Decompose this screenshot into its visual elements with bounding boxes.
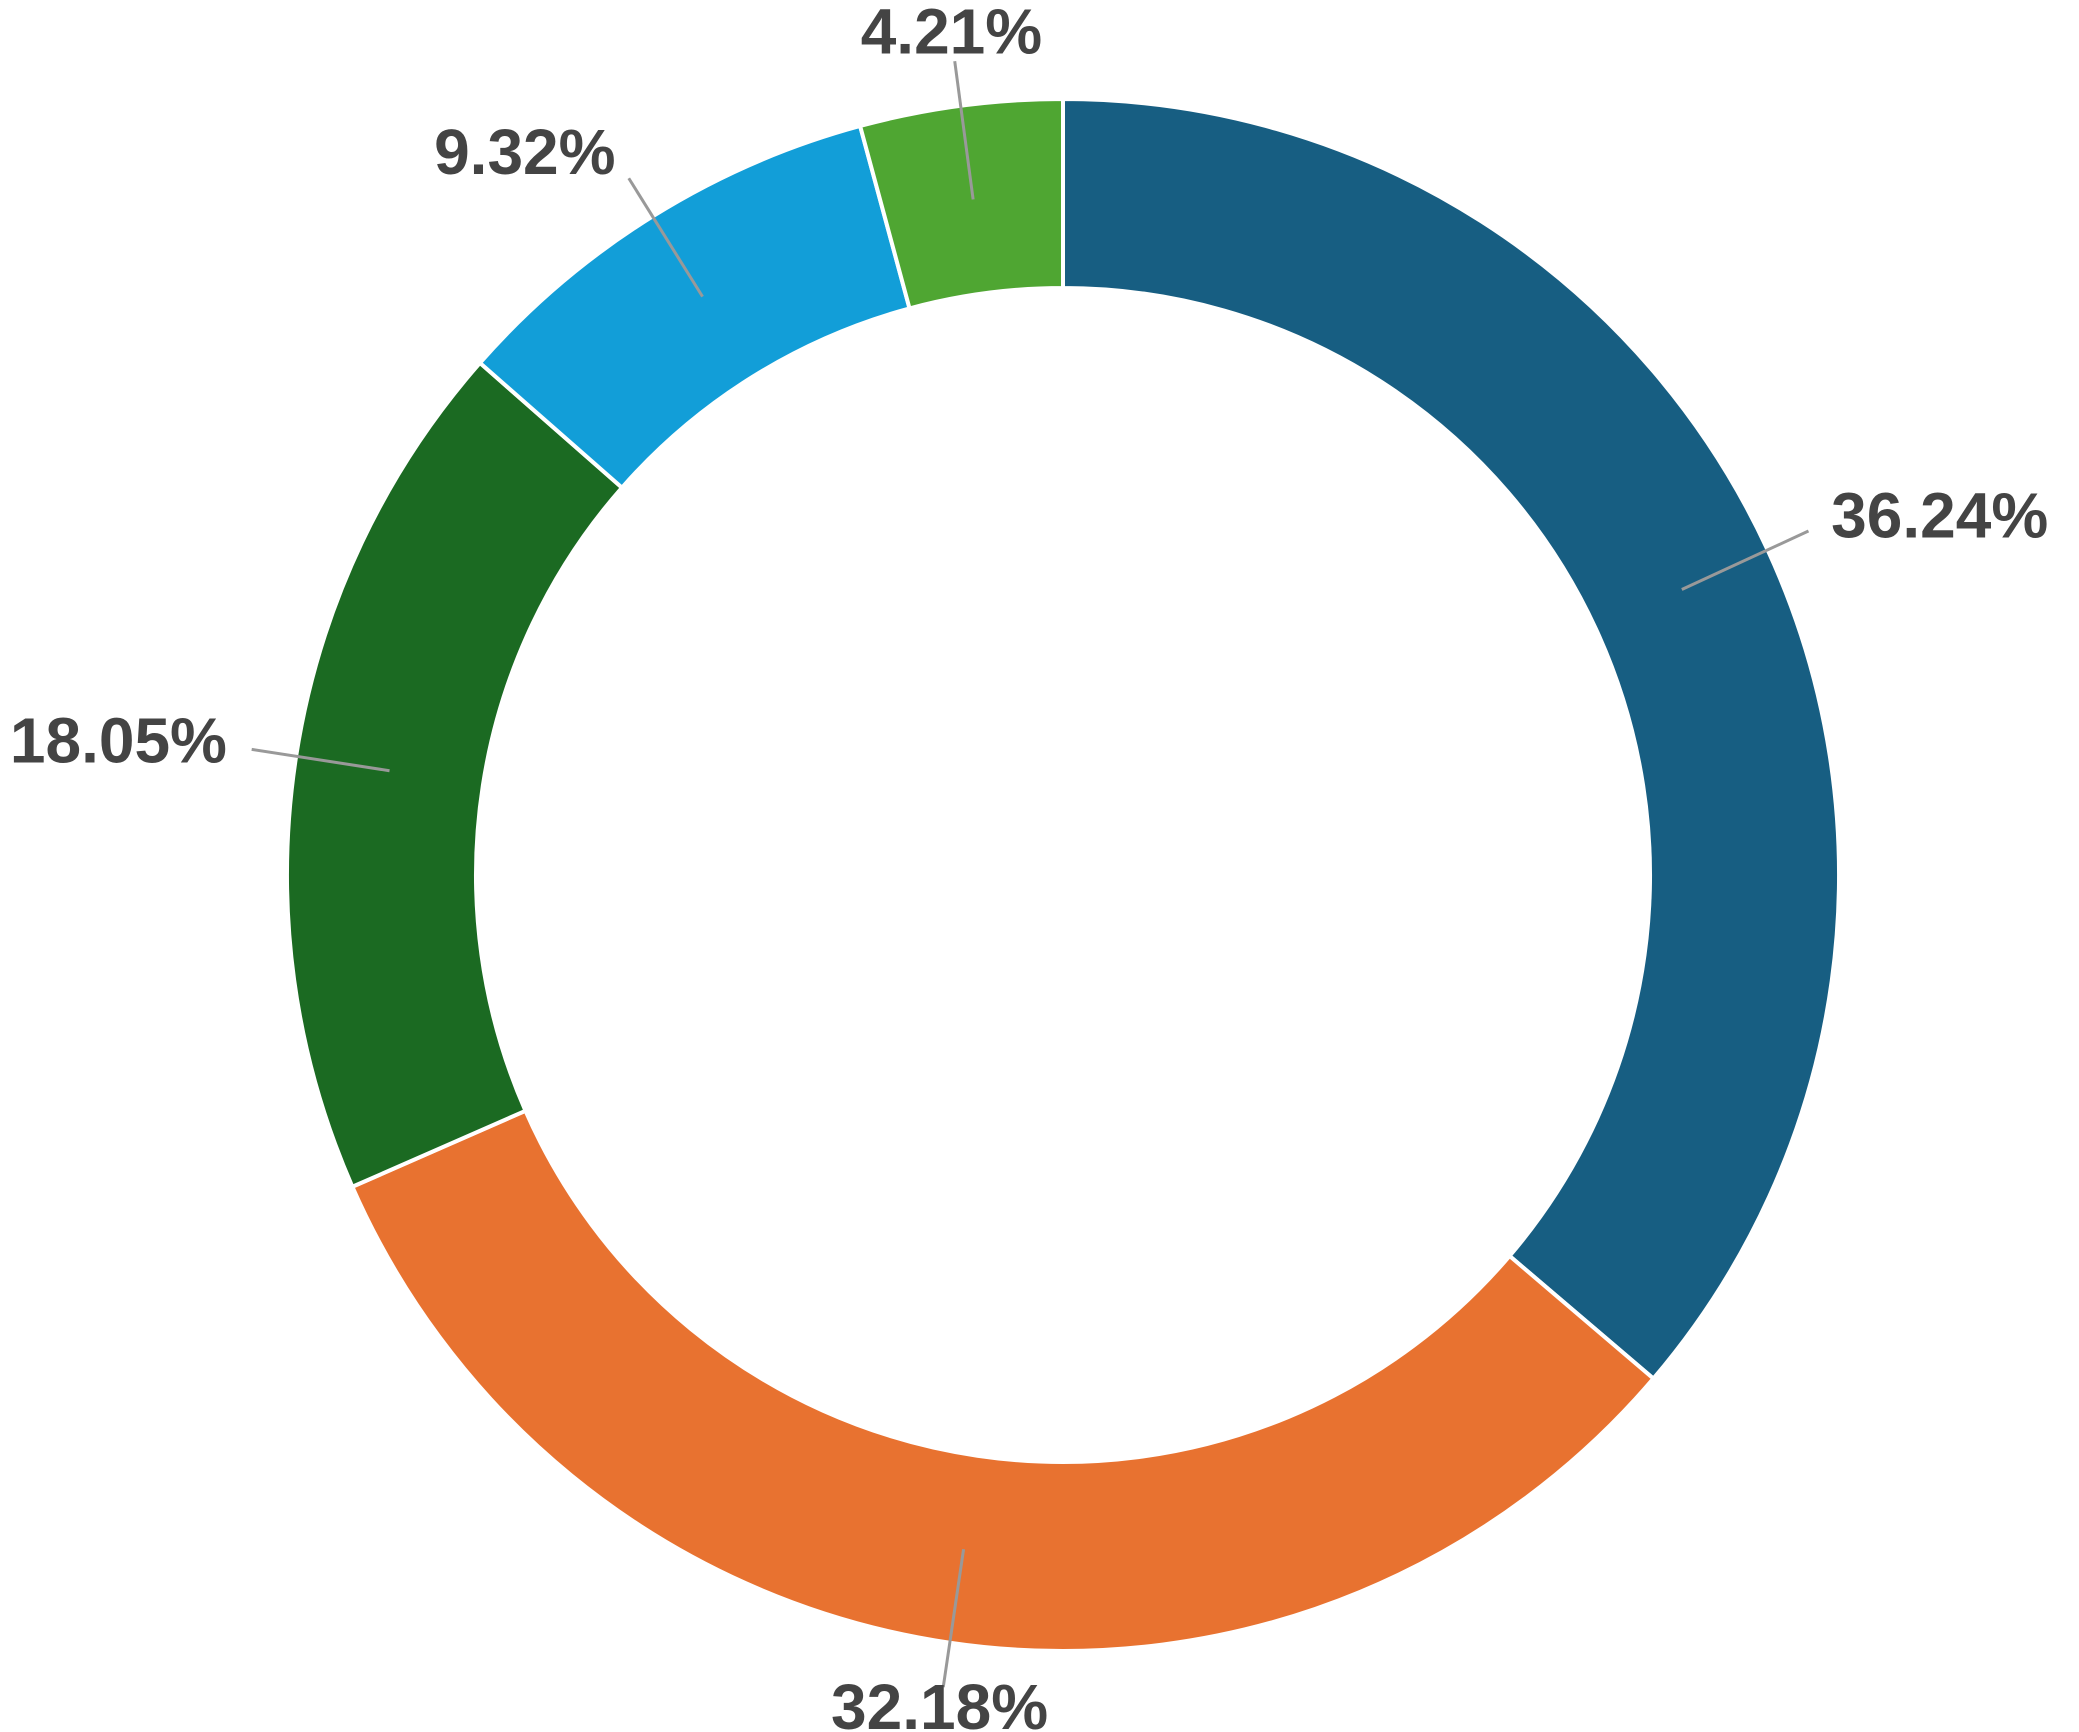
data-label: 32.18% [831,1671,1048,1732]
donut-slice [285,360,625,1190]
leader-line [1681,529,1810,591]
donut-slice [349,1108,1657,1653]
data-label: 9.32% [434,116,615,188]
donut-slice [1061,96,1841,1382]
leader-line [251,747,390,773]
leader-line [627,177,704,298]
donut-slice [857,96,1065,311]
leader-line [953,60,975,200]
data-label: 18.05% [10,704,227,776]
data-label: 36.24% [1831,479,2048,551]
data-label: 4.21% [861,0,1042,67]
leader-line [941,1548,966,1688]
